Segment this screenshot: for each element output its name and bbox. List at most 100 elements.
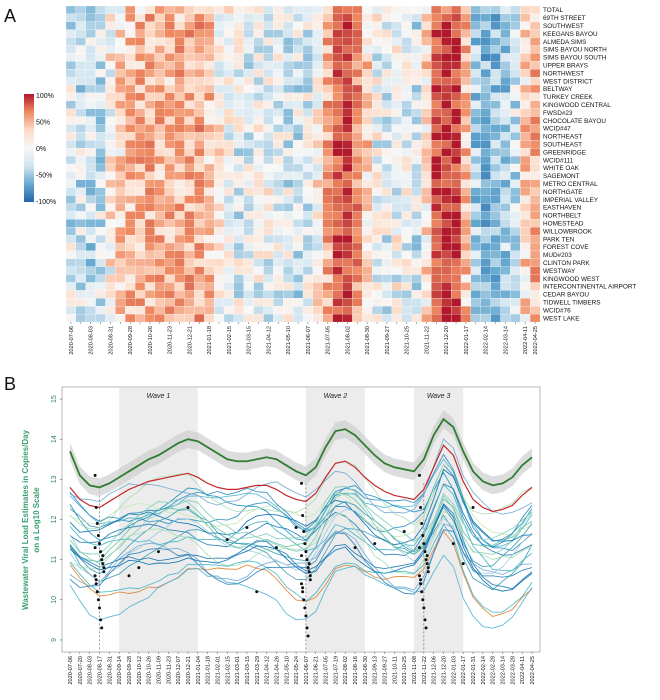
- heatmap-cell: [401, 298, 412, 307]
- minimum-point: [127, 574, 131, 578]
- heatmap-cell: [490, 37, 501, 46]
- heatmap-cell: [401, 274, 412, 283]
- heatmap-cell: [204, 45, 215, 54]
- heatmap-cell: [332, 53, 343, 62]
- heatmap-cell: [510, 203, 521, 212]
- heatmap-cell: [263, 179, 274, 188]
- heatmap-cell: [530, 116, 541, 125]
- heatmap-cell: [164, 21, 175, 30]
- heatmap-cell: [342, 171, 353, 180]
- heatmap-cell: [174, 21, 185, 30]
- heatmap-cell: [223, 242, 235, 252]
- heatmap-cell: [490, 179, 501, 188]
- heatmap-cell: [194, 37, 205, 46]
- heatmap-cell: [362, 53, 373, 62]
- heatmap-cell: [135, 203, 146, 212]
- heatmap-cell: [381, 5, 393, 15]
- heatmap-date-label: 2021-01-18: [207, 326, 213, 355]
- heatmap-cell: [362, 290, 373, 299]
- heatmap-cell: [125, 45, 136, 54]
- heatmap-cell: [411, 179, 422, 188]
- heatmap-cell: [460, 124, 472, 133]
- heatmap-cell: [510, 179, 521, 188]
- heatmap-cell: [95, 37, 106, 46]
- heatmap-cell: [470, 298, 481, 307]
- heatmap-cell: [243, 5, 254, 15]
- heatmap-cell: [75, 163, 86, 173]
- heatmap-cell: [164, 148, 175, 157]
- heatmap-cell: [362, 124, 373, 133]
- heatmap-cell: [263, 53, 274, 62]
- heatmap-cell: [312, 258, 323, 267]
- heatmap-cell: [253, 290, 264, 299]
- heatmap-cell: [144, 108, 156, 117]
- heatmap-cell: [431, 179, 442, 188]
- heatmap-cell: [312, 29, 323, 38]
- heatmap-row-label: FOREST COVE: [543, 244, 589, 251]
- heatmap-cell: [273, 171, 284, 180]
- heatmap-cell: [85, 53, 96, 62]
- heatmap-cell: [490, 21, 501, 30]
- heatmap-cell: [520, 211, 531, 220]
- heatmap-cell: [401, 100, 412, 109]
- heatmap-cell: [233, 179, 244, 188]
- heatmap-cell: [500, 100, 511, 109]
- heatmap-cell: [214, 290, 225, 299]
- heatmap-cell: [65, 250, 77, 259]
- heatmap-cell: [194, 313, 205, 323]
- heatmap-cell: [490, 163, 501, 173]
- heatmap-date-label: 2021-05-10: [286, 326, 292, 355]
- heatmap-cell: [460, 108, 472, 117]
- heatmap-cell: [194, 92, 205, 101]
- heatmap-cell: [293, 195, 304, 204]
- heatmap-cell: [273, 274, 284, 283]
- heatmap-cell: [352, 45, 363, 54]
- heatmap-cell: [233, 76, 244, 86]
- heatmap-cell: [362, 76, 373, 86]
- heatmap-row-label: WCID#111: [543, 157, 574, 164]
- heatmap-cell: [115, 45, 126, 54]
- heatmap-cell: [490, 242, 501, 252]
- y-tick-label: 12: [51, 516, 58, 524]
- heatmap-cell: [322, 5, 333, 15]
- heatmap-row-label: ALMEDA SIMS: [543, 39, 586, 46]
- heatmap-cell: [490, 84, 501, 94]
- x-tick-label: 2022-03-28: [510, 656, 516, 685]
- heatmap-cell: [253, 140, 264, 149]
- heatmap-cell: [115, 219, 126, 228]
- heatmap-cell: [85, 306, 96, 315]
- heatmap-cell: [381, 140, 393, 149]
- heatmap-cell: [253, 155, 264, 165]
- heatmap-cell: [362, 108, 373, 117]
- heatmap-cell: [283, 155, 294, 165]
- heatmap-cell: [302, 258, 314, 267]
- trough-point: [97, 606, 101, 610]
- heatmap-cell: [421, 76, 432, 86]
- heatmap-cell: [312, 13, 323, 22]
- heatmap-cell: [372, 195, 383, 204]
- heatmap-row-label: SOUTHWEST: [543, 23, 584, 30]
- heatmap-cell: [302, 163, 314, 173]
- heatmap-cell: [480, 313, 491, 323]
- heatmap-cell: [500, 163, 511, 173]
- heatmap-cell: [204, 124, 215, 133]
- heatmap-cell: [164, 155, 175, 165]
- heatmap-cell: [372, 163, 383, 173]
- heatmap-cell: [85, 163, 96, 173]
- trough-point: [420, 590, 424, 594]
- heatmap-cell: [431, 203, 442, 212]
- heatmap-cell: [431, 13, 442, 22]
- heatmap-cell: [362, 203, 373, 212]
- heatmap-cell: [372, 313, 383, 323]
- heatmap-cell: [362, 140, 373, 149]
- trough-point: [307, 562, 311, 566]
- heatmap-cell: [293, 242, 304, 252]
- heatmap-cell: [421, 250, 432, 259]
- heatmap-cell: [95, 148, 106, 157]
- heatmap-cell: [431, 258, 442, 267]
- heatmap-cell: [441, 148, 452, 157]
- heatmap-cell: [342, 290, 353, 299]
- heatmap-cell: [223, 124, 235, 133]
- heatmap-cell: [273, 313, 284, 323]
- trough-point: [417, 473, 421, 477]
